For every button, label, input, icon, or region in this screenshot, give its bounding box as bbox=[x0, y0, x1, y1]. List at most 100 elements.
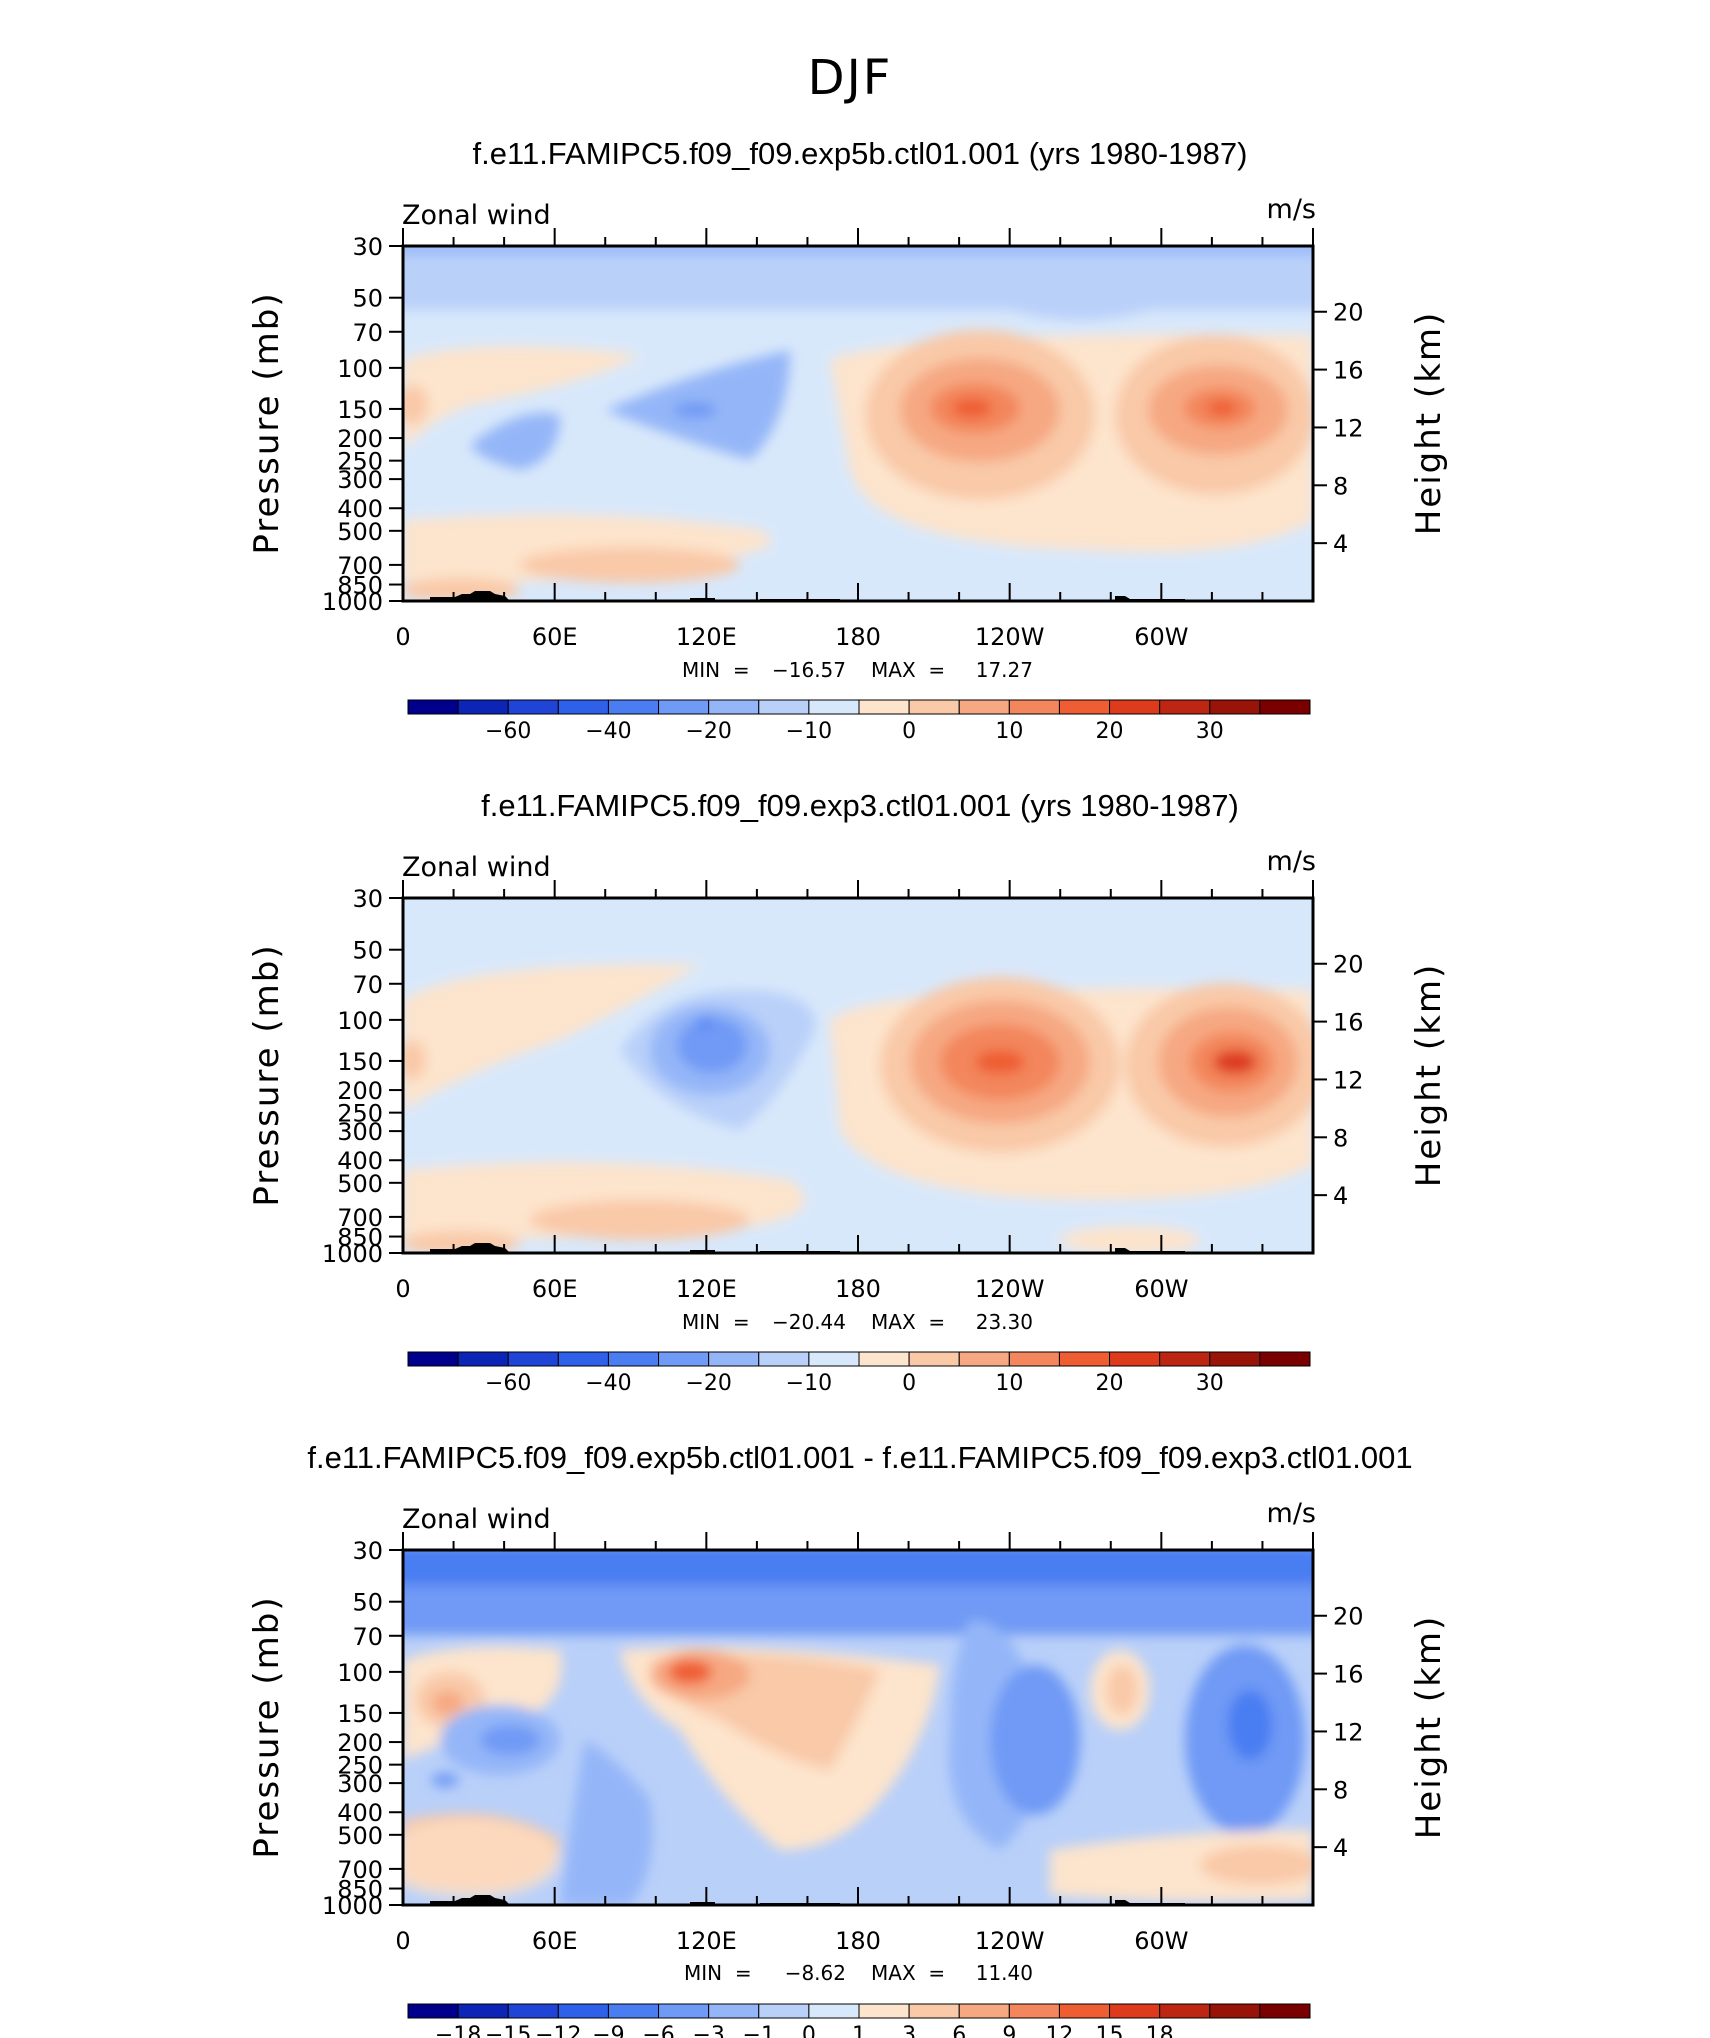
panel-3-lower-positive-west-outer bbox=[403, 1820, 560, 1900]
panel-3-height-tick-label: 12 bbox=[1333, 1718, 1364, 1746]
panel-1-jet-east-core bbox=[952, 398, 992, 418]
panel-2-pressure-tick-label: 70 bbox=[352, 971, 383, 999]
panel-1-height-tick-label: 8 bbox=[1333, 472, 1348, 500]
panel-3-colorbar-swatch bbox=[758, 2003, 810, 2019]
panel-3-colorbar-swatch bbox=[708, 2003, 760, 2019]
panel-1-pressure-tick-label: 700 bbox=[337, 552, 383, 580]
panel-2-colorbar-swatch bbox=[808, 1351, 860, 1367]
panel-3-colorbar-swatch bbox=[1159, 2003, 1211, 2019]
panel-2-colorbar-swatch bbox=[908, 1351, 960, 1367]
panel-1-pressure-tick-label: 300 bbox=[337, 466, 383, 494]
panel-3-pressure-tick-label: 150 bbox=[337, 1700, 383, 1728]
panel-2-easterly-level-3 bbox=[677, 1017, 747, 1073]
panel-1-colorbar-label: −10 bbox=[786, 719, 832, 744]
panel-1-weak-westerly-west bbox=[403, 346, 640, 450]
panel-3-colorbar-label: 18 bbox=[1146, 2023, 1174, 2038]
panel-3-height-tick-label: 8 bbox=[1333, 1776, 1348, 1804]
panel-3-pressure-tick-label: 1000 bbox=[322, 1892, 383, 1920]
panel-3-pressure-tick-label: 100 bbox=[337, 1659, 383, 1687]
panel-2-lower-westerly-core bbox=[530, 1200, 750, 1240]
panel-2-min-label: MIN = bbox=[682, 1310, 762, 1334]
panel-2-max-label: MAX = bbox=[871, 1310, 958, 1334]
panel-2-colorbar-swatch bbox=[1008, 1351, 1060, 1367]
panel-1-colorbar-label: 30 bbox=[1196, 719, 1224, 744]
panel-2-colorbar-label: 20 bbox=[1096, 1371, 1124, 1396]
panel-2-colorbar-label: −60 bbox=[485, 1371, 531, 1396]
panel-1-y2label: Height (km) bbox=[1409, 311, 1449, 536]
panel-1-contour-field bbox=[403, 246, 1313, 601]
panel-1-pressure-tick-label: 100 bbox=[337, 355, 383, 383]
panel-1-min-label: MIN = bbox=[682, 658, 762, 682]
panel-2-colorbar-swatch bbox=[557, 1351, 609, 1367]
panel-1-colorbar-swatch bbox=[858, 699, 910, 715]
panel-3-y2label: Height (km) bbox=[1409, 1615, 1449, 1840]
panel-3-colorbar: −18 −15 −12 −9 −6 −3 −1 0 1 3 6 9 12 15 18 bbox=[407, 2003, 1311, 2038]
panel-1-pressure-tick-label: 250 bbox=[337, 448, 383, 476]
panel-2-surface-westerly-east bbox=[1060, 1226, 1200, 1253]
panel-1-colorbar-swatch bbox=[1058, 699, 1111, 715]
panel-1-upper-band bbox=[403, 246, 1313, 310]
panel-1-pressure-tick-label: 1000 bbox=[322, 588, 383, 616]
panel-3-negative-column-mid bbox=[560, 1740, 653, 1905]
panel-3-colorbar-swatch bbox=[658, 2003, 710, 2019]
panel-3-positive-pacific-core bbox=[668, 1660, 712, 1684]
panel-2-pressure-tick-label: 500 bbox=[337, 1170, 383, 1198]
panel-2-colorbar-label: 30 bbox=[1196, 1371, 1224, 1396]
panel-3-height-tick-label: 4 bbox=[1333, 1834, 1348, 1862]
panel-1-colorbar-swatch bbox=[708, 699, 760, 715]
panel-2-height-tick-label: 8 bbox=[1333, 1124, 1348, 1152]
panel-1-lon-tick-label: 120E bbox=[676, 623, 737, 651]
panel-3-positive-west-pacific-core bbox=[1106, 1665, 1138, 1715]
panel-2-colorbar-label: 10 bbox=[995, 1371, 1023, 1396]
panel-3-height-tick-label: 16 bbox=[1333, 1661, 1364, 1689]
panel-3-negative-column-east-core bbox=[990, 1665, 1080, 1815]
panel-3-pressure-tick-label: 400 bbox=[337, 1799, 383, 1827]
panel-1-colorbar-swatch bbox=[457, 699, 509, 715]
panel-1-colorbar: −60 −40 −20 −10 0 10 20 30 bbox=[407, 699, 1311, 744]
panel-1-colorbar-swatch bbox=[908, 699, 960, 715]
panel-3-colorbar-label: −15 bbox=[485, 2023, 531, 2038]
panel-2-lon-tick-label: 0 bbox=[395, 1275, 410, 1303]
panel-1-colorbar-swatch bbox=[808, 699, 860, 715]
panel-3-colorbar-label: −18 bbox=[435, 2023, 481, 2038]
panel-2-colorbar-swatch bbox=[1058, 1351, 1111, 1367]
panel-2-colorbar-swatch bbox=[1209, 1351, 1261, 1367]
panel-1: f.e11.FAMIPC5.f09_f09.exp5b.ctl01.001 (y… bbox=[247, 136, 1449, 744]
panel-1-lon-tick-label: 120W bbox=[975, 623, 1045, 651]
panel-1-max-value: 17.27 bbox=[976, 658, 1033, 682]
panel-3-max-label: MAX = bbox=[871, 1961, 958, 1985]
panel-2-colorbar-label: 0 bbox=[902, 1371, 916, 1396]
panel-3-colorbar-swatch bbox=[457, 2003, 509, 2019]
panel-1-colorbar-swatch bbox=[1159, 699, 1211, 715]
panel-2-colorbar-label: −40 bbox=[585, 1371, 631, 1396]
panel-1-colorbar-swatch bbox=[507, 699, 559, 715]
panel-3-pressure-tick-label: 850 bbox=[337, 1876, 383, 1904]
panel-1-colorbar-label: −60 bbox=[485, 719, 531, 744]
panel-3-colorbar-label: 15 bbox=[1096, 2023, 1124, 2038]
panel-1-height-tick-label: 12 bbox=[1333, 414, 1364, 442]
panel-2-colorbar-swatch bbox=[708, 1351, 760, 1367]
panel-1-colorbar-swatch bbox=[1259, 699, 1311, 715]
panel-1-pressure-tick-label: 400 bbox=[337, 495, 383, 523]
main-title: DJF bbox=[808, 50, 893, 106]
panel-1-lower-westerly-core bbox=[520, 547, 740, 583]
panel-3-lon-tick-label: 0 bbox=[395, 1927, 410, 1955]
panel-3-right-label: m/s bbox=[1267, 1498, 1316, 1529]
panel-3-colorbar-swatch bbox=[557, 2003, 609, 2019]
panel-3-lon-tick-label: 60W bbox=[1134, 1927, 1188, 1955]
panel-1-easterly-asia bbox=[470, 413, 560, 470]
panel-1-left-label: Zonal wind bbox=[402, 200, 551, 231]
panel-3-negative-asia-core bbox=[480, 1725, 540, 1755]
panel-2-pressure-tick-label: 250 bbox=[337, 1100, 383, 1128]
panel-3-colorbar-swatch bbox=[607, 2003, 660, 2019]
panel-2-pressure-tick-label: 100 bbox=[337, 1007, 383, 1035]
panel-2-contour-field bbox=[403, 898, 1313, 1253]
panel-3-colorbar-label: 1 bbox=[852, 2023, 866, 2038]
panel-1-pressure-tick-label: 200 bbox=[337, 425, 383, 453]
panel-1-jet-entry-left bbox=[403, 385, 428, 425]
panel-2-pressure-tick-label: 1000 bbox=[322, 1240, 383, 1268]
panel-1-colorbar-swatch bbox=[407, 699, 459, 715]
panel-1-height-tick-label: 4 bbox=[1333, 530, 1348, 558]
